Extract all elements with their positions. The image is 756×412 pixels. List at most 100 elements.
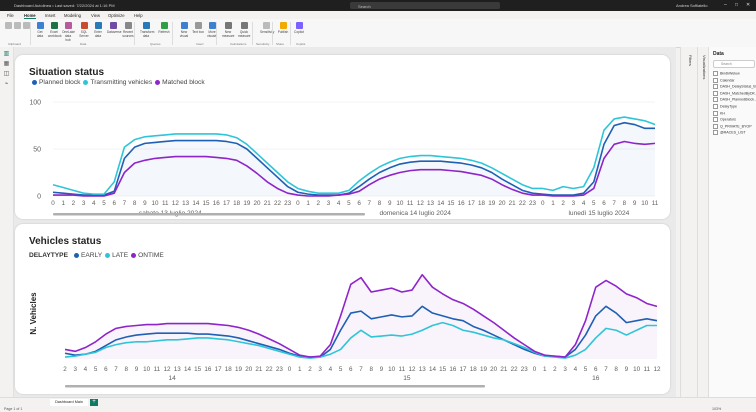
legend-item-transmitting-vehicles[interactable]: Transmitting vehicles (80, 79, 152, 86)
enter-data-button[interactable]: Enter data (92, 22, 104, 38)
menu-optimize[interactable]: Optimize (108, 13, 125, 18)
series-line-transmitting-vehicles[interactable] (52, 116, 656, 195)
text-box-button[interactable]: Text box (192, 22, 204, 34)
x-tick-label: 19 (480, 366, 488, 373)
report-view-icon[interactable]: ▥ (3, 51, 10, 57)
x-tick-label: 7 (368, 200, 372, 207)
filters-label[interactable]: Filters (688, 55, 693, 66)
data-table-item[interactable]: KH (713, 110, 725, 116)
publish-button[interactable]: Publish (277, 22, 289, 34)
horizontal-scrollbar[interactable] (65, 385, 485, 388)
onelake-data-hub-label: OneLake data hub (62, 30, 75, 42)
zoom-level[interactable]: 103% (712, 407, 722, 411)
series-line-matched-block[interactable] (53, 140, 656, 197)
data-table-item[interactable]: @RACES_LIST (713, 130, 746, 136)
x-tick-label: 4 (582, 200, 586, 207)
series-line-planned-block[interactable] (52, 121, 655, 196)
visualizations-label[interactable]: Visualizations (702, 55, 707, 80)
chart-legend: Planned block Transmitting vehicles Matche… (29, 79, 205, 86)
paste-icon[interactable] (4, 22, 12, 30)
legend-item-ontime[interactable]: ONTIME (128, 252, 164, 259)
cut-icon[interactable] (13, 22, 21, 30)
x-tick-label: 13 (182, 200, 190, 207)
dax-view-icon[interactable]: ⌁ (4, 81, 9, 87)
x-tick-label: 16 (204, 366, 212, 373)
x-tick-label: 2 (561, 200, 565, 207)
get-data-button[interactable]: Get data (34, 22, 46, 38)
add-page-button[interactable]: + (90, 399, 98, 406)
horizontal-scrollbar[interactable] (53, 213, 365, 216)
menu-view[interactable]: View (91, 13, 101, 18)
legend-item-early[interactable]: EARLY (71, 252, 102, 259)
x-tick-label: 5 (102, 200, 106, 207)
legend-item-matched-block[interactable]: Matched block (152, 79, 205, 86)
excel-workbook-button[interactable]: Excel workbook (48, 22, 62, 38)
table-icon (713, 77, 718, 83)
x-tick-label: 4 (329, 366, 333, 373)
x-tick-label: 10 (143, 366, 151, 373)
filters-pane[interactable]: Filters (680, 47, 698, 397)
x-tick-label: 13 (174, 366, 182, 373)
copilot-button[interactable]: Copilot (293, 22, 305, 34)
x-tick-label: 18 (470, 366, 478, 373)
data-table-item[interactable]: DelayType (713, 104, 737, 109)
data-table-name: @RACES_LIST (720, 130, 746, 135)
close-icon[interactable]: ✕ (746, 2, 751, 8)
x-group-label: 15 (403, 375, 411, 382)
menu-home[interactable]: Home (24, 13, 36, 19)
series-line-late[interactable] (64, 321, 657, 359)
menu-file[interactable]: File (7, 13, 14, 18)
menu-modeling[interactable]: Modeling (64, 13, 81, 18)
table-icon (713, 90, 718, 96)
new-visual-button[interactable]: New visual (178, 22, 190, 38)
table-view-icon[interactable]: ▦ (3, 61, 10, 67)
menu-bar: File Home Insert Modeling View Optimize Help (0, 11, 756, 19)
model-view-icon[interactable]: ◫ (3, 71, 10, 77)
data-table-item[interactable]: DASH_DelayStatus_BYOP (713, 84, 756, 90)
data-table-item[interactable]: DASH_MatchedByDK... (713, 90, 756, 96)
vehicles-status-visual[interactable]: Vehicles status DELAYTYPE EARLY LATE ONTIME… (15, 224, 670, 394)
legend-item-late[interactable]: LATE (102, 252, 128, 259)
copy-icon[interactable] (22, 22, 30, 30)
sql-server-button[interactable]: SQL Server (78, 22, 90, 38)
x-tick-label: 15 (203, 200, 211, 207)
series-line-ontime[interactable] (64, 273, 658, 358)
data-table-item[interactable]: Operators (713, 117, 736, 123)
data-table-item[interactable]: Q_PRIVATE_BYOP (713, 123, 752, 129)
global-search-box[interactable]: Search (350, 2, 500, 9)
recent-sources-button[interactable]: Recent sources (122, 22, 134, 38)
x-tick-label: 10 (388, 366, 396, 373)
sensitivity-button[interactable]: Sensitivity (260, 22, 274, 34)
x-tick-label: 2 (63, 366, 67, 373)
refresh-button[interactable]: Refresh (158, 22, 170, 34)
copy-icon-glyph (22, 22, 30, 29)
more-visuals-button[interactable]: More visuals (206, 22, 218, 38)
x-tick-label: 15 (194, 366, 202, 373)
x-tick-label: 5 (592, 200, 596, 207)
data-table-item[interactable]: DASH_PlannedBlock... (713, 97, 756, 103)
get-data-icon (36, 22, 44, 29)
visualizations-pane[interactable]: Visualizations (697, 47, 709, 397)
legend-item-planned-block[interactable]: Planned block (29, 79, 80, 86)
situation-status-visual[interactable]: Situation status Planned block Transmitti… (15, 55, 670, 219)
menu-insert[interactable]: Insert (45, 13, 56, 18)
maximize-icon[interactable]: □ (735, 2, 739, 8)
dataverse-button[interactable]: Dataverse (107, 22, 122, 34)
x-tick-label: 4 (84, 366, 88, 373)
data-search-input[interactable]: Search (713, 60, 755, 68)
status-bar: Page 1 of 1 103% (0, 406, 756, 412)
data-table-item[interactable]: Calendar (713, 77, 735, 83)
x-tick-label: 7 (612, 200, 616, 207)
onelake-data-hub-button[interactable]: OneLake data hub (62, 22, 75, 42)
x-group-label: 14 (169, 375, 177, 382)
x-tick-label: 22 (519, 200, 527, 207)
data-table-item[interactable]: BindkWeluw (713, 71, 740, 76)
transform-data-button[interactable]: Transform data (140, 22, 154, 38)
quick-measure-button[interactable]: Quick measure (238, 22, 250, 38)
new-measure-button[interactable]: New measure (222, 22, 234, 38)
x-tick-label: 0 (288, 366, 292, 373)
paste-icon-glyph (4, 22, 12, 29)
menu-help[interactable]: Help (134, 13, 143, 18)
minimize-icon[interactable]: – (724, 2, 727, 8)
user-name[interactable]: Andrea Soffiatello (676, 3, 708, 8)
